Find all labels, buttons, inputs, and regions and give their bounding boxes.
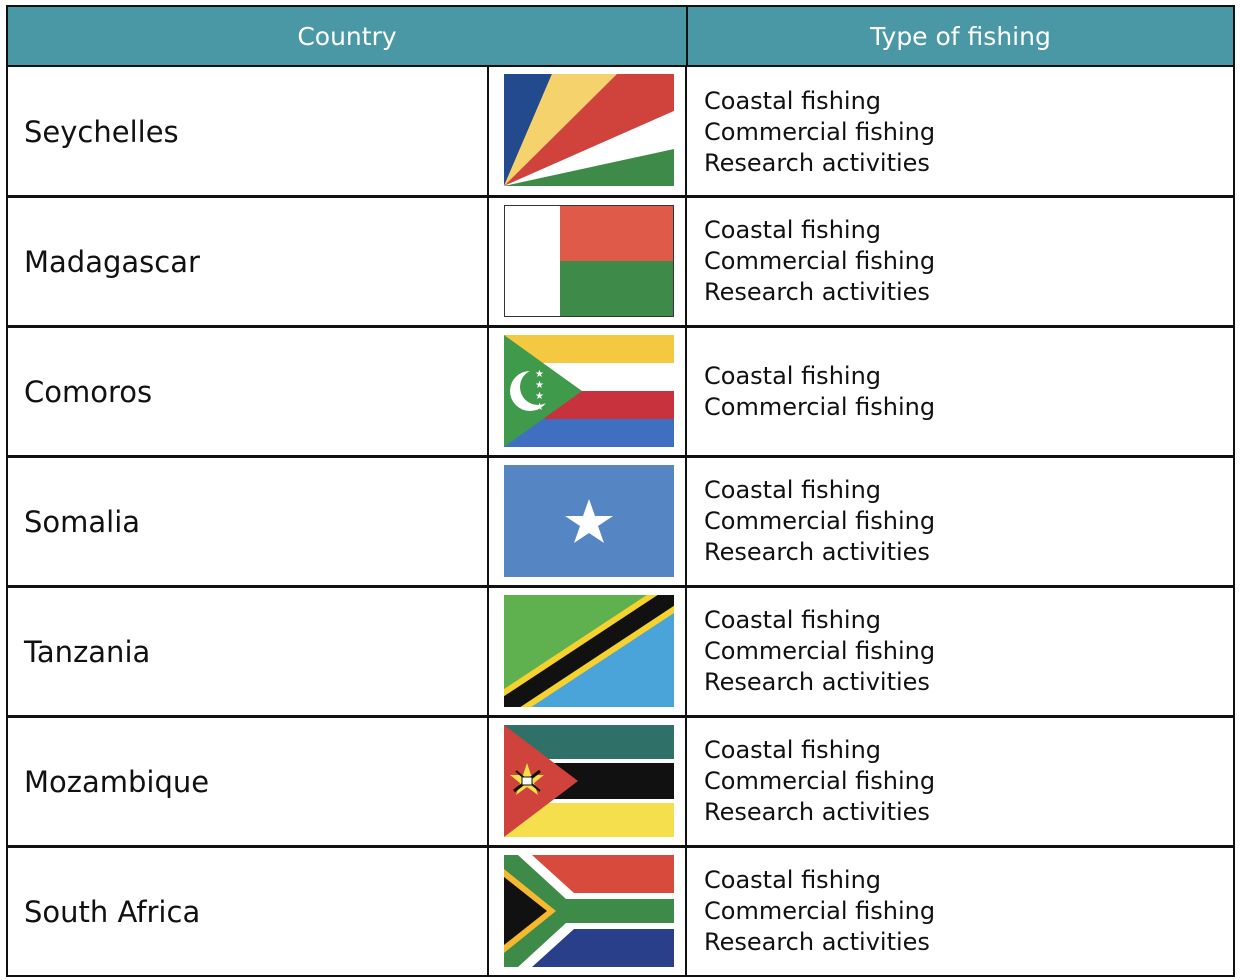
comoros-flag-icon: ★ ★ ★ ★	[504, 335, 674, 447]
fishing-type: Commercial fishing	[704, 117, 936, 146]
fishing-type: Commercial fishing	[704, 507, 936, 535]
fishing-type: Commercial fishing	[704, 247, 936, 275]
svg-text:★: ★	[535, 369, 544, 380]
fishing-type: Research activities	[704, 798, 930, 826]
country-name: South Africa	[24, 894, 201, 929]
table-header: Country Type of fishing	[8, 7, 1233, 67]
fishing-types: Coastal fishing Commercial fishing	[704, 328, 935, 455]
fishing-table: Country Type of fishing Seychelles Coast…	[6, 5, 1235, 977]
fishing-type: Coastal fishing	[704, 361, 882, 390]
header-type-of-fishing: Type of fishing	[686, 7, 1233, 65]
table-row: South Africa Coastal fishing Commercial …	[8, 845, 1233, 975]
svg-text:★: ★	[535, 402, 544, 413]
table-row: Mozambique Coastal fishing Commercial fi…	[8, 715, 1233, 845]
fishing-type: Research activities	[704, 148, 930, 177]
fishing-types: Coastal fishing Commercial fishing Resea…	[704, 588, 935, 715]
seychelles-flag-icon	[504, 74, 674, 186]
country-name: Comoros	[24, 374, 153, 409]
fishing-type: Coastal fishing	[704, 866, 882, 894]
south-africa-flag-icon	[504, 855, 674, 967]
svg-text:★: ★	[535, 391, 544, 402]
fishing-types: Coastal fishing Commercial fishing Resea…	[704, 67, 935, 197]
fishing-type: Research activities	[704, 928, 930, 956]
header-country: Country	[297, 21, 397, 51]
somalia-flag-icon	[504, 465, 674, 577]
country-name: Mozambique	[24, 764, 210, 799]
tanzania-flag-icon	[504, 595, 674, 707]
fishing-type: Coastal fishing	[704, 476, 882, 504]
fishing-type: Research activities	[704, 668, 930, 696]
fishing-type: Coastal fishing	[704, 606, 882, 634]
svg-text:★: ★	[535, 380, 544, 391]
fishing-type: Coastal fishing	[704, 736, 882, 764]
country-name: Somalia	[24, 504, 141, 539]
table-row: Madagascar Coastal fishing Commercial fi…	[8, 195, 1233, 325]
fishing-types: Coastal fishing Commercial fishing Resea…	[704, 848, 935, 975]
fishing-type: Commercial fishing	[704, 392, 936, 421]
country-name: Tanzania	[24, 634, 151, 669]
fishing-types: Coastal fishing Commercial fishing Resea…	[704, 458, 935, 585]
fishing-type: Research activities	[704, 538, 930, 566]
mozambique-flag-icon	[504, 725, 674, 837]
table-row: Seychelles Coastal fishing Commercial fi…	[8, 67, 1233, 197]
fishing-types: Coastal fishing Commercial fishing Resea…	[704, 198, 935, 325]
fishing-type: Coastal fishing	[704, 216, 882, 244]
fishing-type: Coastal fishing	[704, 86, 882, 115]
fishing-type: Commercial fishing	[704, 897, 936, 925]
fishing-types: Coastal fishing Commercial fishing Resea…	[704, 718, 935, 845]
fishing-type: Commercial fishing	[704, 637, 936, 665]
fishing-type: Commercial fishing	[704, 767, 936, 795]
country-name: Madagascar	[24, 244, 200, 279]
madagascar-flag-icon	[504, 205, 674, 317]
table-row: Comoros ★ ★ ★ ★ Coastal fishing	[8, 325, 1233, 455]
table-row: Somalia Coastal fishing Commercial fishi…	[8, 455, 1233, 585]
fishing-type: Research activities	[704, 278, 930, 306]
table-row: Tanzania Coastal fishing Commercial fish…	[8, 585, 1233, 715]
country-name: Seychelles	[24, 115, 179, 149]
